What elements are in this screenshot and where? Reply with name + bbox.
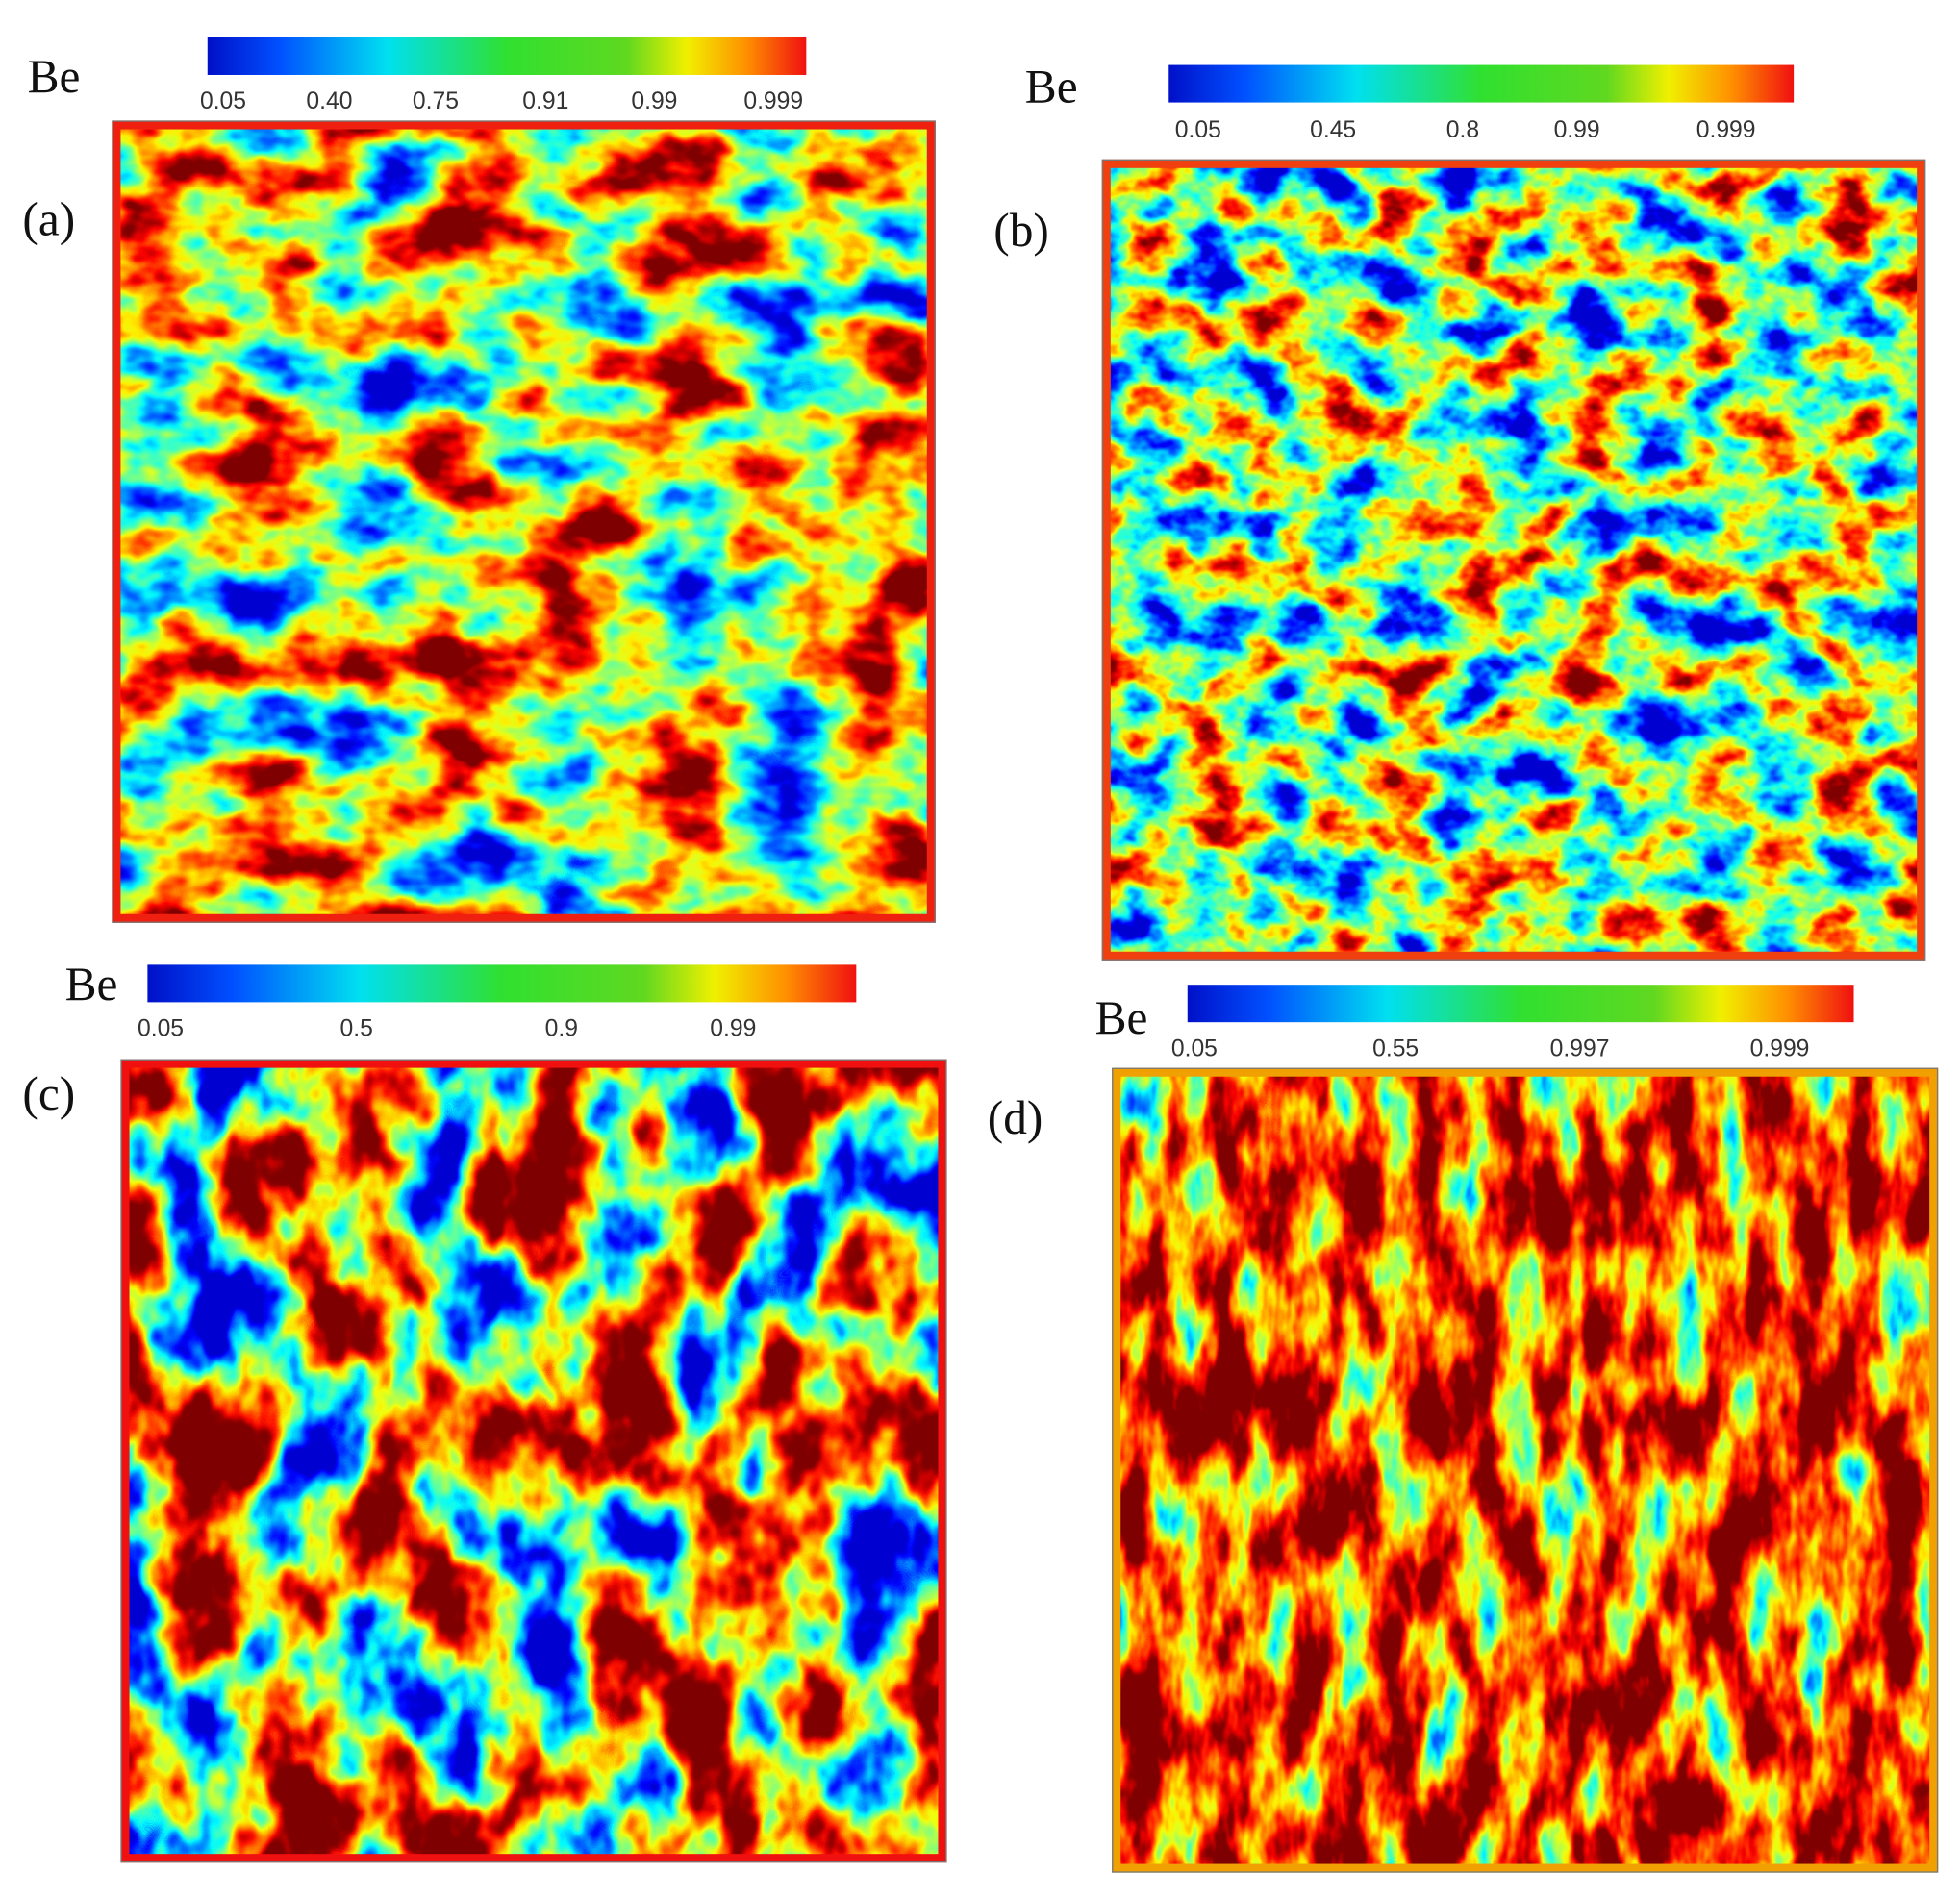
colorbar-tick-label: 0.99: [631, 88, 677, 114]
colorbar-tick-label: 0.45: [1310, 117, 1356, 143]
colorbar-tick-label: 0.55: [1372, 1036, 1419, 1061]
colorbar-title: Be: [1095, 991, 1148, 1044]
contour-field: [121, 1060, 946, 1862]
colorbar-tick-label: 0.99: [710, 1015, 756, 1041]
contour-field: [1112, 1068, 1938, 1873]
colorbar-tick-label: 0.40: [306, 88, 352, 114]
panel: Be 0.05 0.5 0.9 0.99 (c): [22, 958, 947, 1863]
colorbar-tick-label: 0.999: [743, 88, 803, 114]
colorbar-tick-label: 0.05: [138, 1015, 184, 1041]
colorbar-tick-label: 0.999: [1750, 1036, 1810, 1061]
colorbar-tick-label: 0.99: [1554, 117, 1600, 143]
panel-label: (d): [988, 1091, 1043, 1144]
colorbar-tick-label: 0.05: [1175, 117, 1221, 143]
field-border: [1112, 1067, 1939, 1873]
colorbar-title: Be: [28, 50, 81, 103]
field-frame: [112, 120, 936, 923]
field-frame: [1112, 1067, 1939, 1873]
field-border: [120, 1059, 947, 1863]
colorbar-tick-label: 0.05: [200, 88, 246, 114]
colorbar-title: Be: [65, 958, 118, 1011]
colorbar-tick-label: 0.997: [1550, 1036, 1610, 1061]
colorbar: [1187, 985, 1854, 1023]
field-frame: [120, 1059, 947, 1863]
panel-label: (a): [22, 192, 75, 245]
colorbar-tick-label: 0.9: [545, 1015, 578, 1041]
colorbar: [1168, 64, 1795, 103]
panel: Be 0.05 0.45 0.8 0.99 0.999 (b): [993, 61, 1926, 961]
colorbar-tick-label: 0.999: [1696, 117, 1756, 143]
colorbar: [147, 964, 857, 1003]
panel: Be 0.05 0.55 0.997 0.999 (d): [988, 985, 1939, 1873]
colorbar-tick-label: 0.05: [1171, 1036, 1218, 1061]
colorbar-tick-label: 0.75: [413, 88, 459, 114]
colorbar-title: Be: [1025, 61, 1078, 113]
field-border: [1101, 159, 1926, 961]
colorbar-tick-label: 0.91: [522, 88, 568, 114]
contour-field: [1102, 160, 1925, 961]
contour-field: [112, 121, 936, 923]
field-border: [112, 120, 936, 923]
colorbar-tick-label: 0.8: [1446, 117, 1479, 143]
panel-label: (b): [993, 204, 1049, 257]
colorbar-tick-label: 0.5: [340, 1015, 373, 1041]
field-frame: [1101, 159, 1926, 961]
panel-label: (c): [22, 1067, 75, 1120]
panel: Be 0.05 0.40 0.75 0.91 0.99 0.999 (a): [22, 37, 936, 923]
colorbar: [207, 37, 807, 75]
